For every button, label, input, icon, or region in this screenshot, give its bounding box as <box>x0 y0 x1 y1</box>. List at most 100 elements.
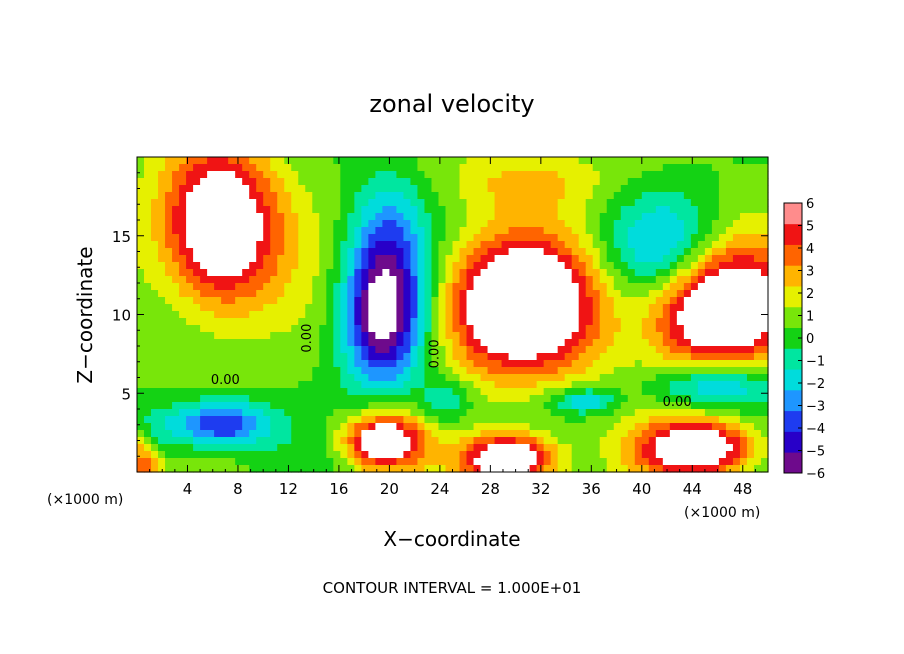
heatmap-cell <box>151 269 159 277</box>
heatmap-cell <box>172 339 180 347</box>
heatmap-cell <box>382 234 390 242</box>
heatmap-cell <box>158 199 166 207</box>
heatmap-cell <box>711 437 720 445</box>
heatmap-cell <box>284 409 292 417</box>
heatmap-cell <box>298 325 306 333</box>
heatmap-cell <box>375 409 383 417</box>
heatmap-cell <box>641 346 650 354</box>
heatmap-cell <box>578 213 587 221</box>
heatmap-cell <box>641 171 650 179</box>
heatmap-cell <box>592 423 601 431</box>
heatmap-cell <box>669 346 678 354</box>
heatmap-cell <box>592 262 601 270</box>
heatmap-cell <box>221 164 229 172</box>
heatmap-cell <box>214 304 222 312</box>
heatmap-cell <box>137 157 145 165</box>
heatmap-cell <box>592 311 601 319</box>
heatmap-cell <box>515 164 524 172</box>
heatmap-cell <box>151 444 159 452</box>
heatmap-cell <box>466 248 475 256</box>
heatmap-cell <box>564 241 573 249</box>
heatmap-cell <box>333 199 341 207</box>
heatmap-cell <box>697 374 706 382</box>
heatmap-cell <box>620 339 629 347</box>
heatmap-cell <box>711 374 720 382</box>
heatmap-cell <box>641 304 650 312</box>
heatmap-cell <box>711 381 720 389</box>
heatmap-cell <box>536 430 545 438</box>
heatmap-cell <box>627 220 636 228</box>
heatmap-cell <box>305 276 313 284</box>
heatmap-cell <box>312 164 320 172</box>
heatmap-cell <box>396 192 405 200</box>
heatmap-cell <box>417 290 426 298</box>
heatmap-cell <box>375 304 383 312</box>
heatmap-cell <box>214 388 222 396</box>
heatmap-cell <box>410 339 419 347</box>
heatmap-cell <box>480 416 489 424</box>
heatmap-cell <box>445 227 454 235</box>
colorbar-swatch <box>784 452 802 474</box>
heatmap-cell <box>753 451 762 459</box>
heatmap-cell <box>718 458 727 466</box>
heatmap-cell <box>389 465 398 473</box>
heatmap-cell <box>193 234 201 242</box>
heatmap-cell <box>711 444 720 452</box>
heatmap-cell <box>235 325 243 333</box>
heatmap-cell <box>263 451 271 459</box>
heatmap-cell <box>200 255 208 263</box>
heatmap-cell <box>557 381 566 389</box>
heatmap-cell <box>319 423 327 431</box>
heatmap-cell <box>291 213 299 221</box>
heatmap-cell <box>270 199 278 207</box>
heatmap-cell <box>522 192 531 200</box>
heatmap-cell <box>151 290 159 298</box>
heatmap-cell <box>459 311 468 319</box>
heatmap-cell <box>424 262 433 270</box>
heatmap-cell <box>424 416 433 424</box>
heatmap-cell <box>256 402 264 410</box>
heatmap-cell <box>543 255 552 263</box>
heatmap-cell <box>347 444 355 452</box>
x-axis-label: X−coordinate <box>383 527 520 551</box>
heatmap-cell <box>431 255 440 263</box>
heatmap-cell <box>571 185 580 193</box>
heatmap-cell <box>515 157 524 165</box>
heatmap-cell <box>522 318 531 326</box>
heatmap-cell <box>564 213 573 221</box>
heatmap-cell <box>284 199 292 207</box>
heatmap-cell <box>515 199 524 207</box>
heatmap-cell <box>256 318 264 326</box>
heatmap-cell <box>368 339 376 347</box>
heatmap-cell <box>718 248 727 256</box>
heatmap-cell <box>718 290 727 298</box>
heatmap-cell <box>235 451 243 459</box>
heatmap-cell <box>207 416 215 424</box>
heatmap-cell <box>578 276 587 284</box>
heatmap-cell <box>634 192 643 200</box>
heatmap-cell <box>543 388 552 396</box>
heatmap-cell <box>284 220 292 228</box>
heatmap-cell <box>508 199 517 207</box>
heatmap-cell <box>578 318 587 326</box>
heatmap-cell <box>452 192 461 200</box>
heatmap-cell <box>354 416 362 424</box>
heatmap-cell <box>585 311 594 319</box>
heatmap-cell <box>606 444 615 452</box>
heatmap-cell <box>361 297 369 305</box>
heatmap-cell <box>697 262 706 270</box>
heatmap-cell <box>319 346 327 354</box>
heatmap-cell <box>151 178 159 186</box>
heatmap-cell <box>298 157 306 165</box>
heatmap-cell <box>165 304 173 312</box>
heatmap-cell <box>739 241 748 249</box>
heatmap-cell <box>557 311 566 319</box>
heatmap-cell <box>242 318 250 326</box>
heatmap-cell <box>452 353 461 361</box>
heatmap-cell <box>354 255 362 263</box>
heatmap-cell <box>277 220 285 228</box>
heatmap-cell <box>718 465 727 473</box>
heatmap-cell <box>550 199 559 207</box>
heatmap-cell <box>249 458 257 466</box>
heatmap-cell <box>361 269 369 277</box>
